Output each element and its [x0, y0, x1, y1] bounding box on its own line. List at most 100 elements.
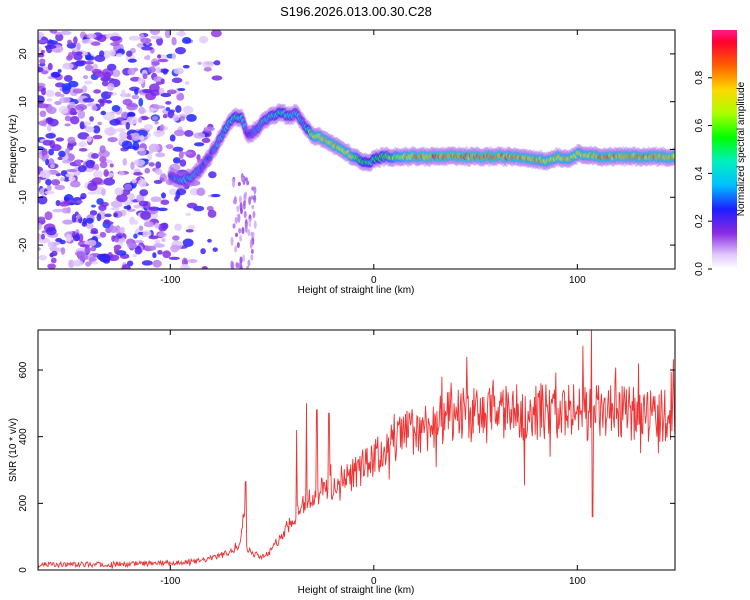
spectrogram-noise-blob: [99, 99, 105, 107]
spectrogram-noise-blob: [73, 36, 78, 45]
spectrogram-noise-blob: [51, 144, 62, 152]
spectrogram-noise-blob: [111, 69, 121, 78]
spectrogram-noise-blob: [235, 262, 239, 269]
spectrogram-ylabel: Frequency (Hz): [8, 115, 19, 184]
spectrogram-noise-blob: [59, 93, 65, 97]
spectrogram-noise-blob: [172, 146, 184, 152]
spectrogram-noise-blob: [91, 177, 103, 185]
spectrogram-noise-blob: [62, 159, 72, 164]
spectrogram-xtick-label: 100: [569, 275, 586, 286]
spectrogram-noise-blob: [47, 241, 54, 248]
spectrogram-noise-blob: [242, 254, 246, 262]
spectrogram-noise-blob: [45, 226, 57, 236]
spectrogram-noise-blob: [144, 167, 151, 174]
spectrogram-noise-blob: [46, 106, 57, 115]
spectrogram-noise-blob: [83, 80, 93, 85]
spectrogram-noise-blob: [252, 210, 256, 219]
spectrogram-noise-blob: [230, 236, 234, 246]
spectrogram-noise-blob: [97, 121, 103, 126]
spectrogram-noise-blob: [84, 246, 91, 254]
spectrogram-noise-blob: [89, 116, 94, 122]
spectrogram-noise-blob: [175, 105, 182, 113]
spectrogram-noise-blob: [193, 142, 205, 147]
spectrogram-noise-blob: [126, 50, 133, 57]
spectrogram-noise-blob: [138, 200, 149, 207]
spectrogram-ytick-label: -20: [18, 237, 29, 252]
colorbar-tick-label: 0.0: [694, 262, 705, 276]
spectrogram-noise-blob: [99, 161, 108, 169]
spectrogram-noise-blob: [51, 179, 61, 186]
spectrogram-noise-blob: [102, 221, 114, 225]
spectrogram-noise-blob: [83, 61, 94, 65]
spectrogram-noise-blob: [124, 183, 133, 191]
spectrogram-ytick-label: 0: [18, 146, 29, 152]
spectrogram-noise-blob: [87, 182, 98, 192]
spectrogram-noise-blob: [173, 129, 185, 137]
spectrogram-noise-blob: [247, 228, 251, 237]
spectrogram-noise-blob: [202, 60, 214, 69]
spectrogram-noise-blob: [187, 258, 198, 264]
spectrogram-noise-blob: [142, 89, 153, 94]
spectrogram-noise-blob: [40, 233, 45, 240]
spectrogram-noise-blob: [210, 193, 221, 198]
spectrogram-noise-blob: [77, 165, 87, 173]
spectrogram-noise-blob: [142, 230, 152, 238]
spectrogram-noise-blob: [50, 71, 60, 78]
spectrogram-noise-blob: [90, 246, 97, 252]
spectrogram-noise-blob: [196, 154, 201, 161]
spectrogram-noise-blob: [44, 211, 53, 221]
spectrogram-noise-blob: [127, 242, 138, 249]
spectrogram-noise-blob: [185, 212, 192, 217]
spectrogram-noise-blob: [162, 68, 168, 75]
spectrogram-noise-blob: [71, 213, 77, 223]
spectrogram-noise-blob: [131, 94, 140, 100]
spectrogram-noise-blob: [38, 255, 47, 261]
spectrogram-noise-blob: [101, 188, 106, 196]
spectrogram-noise-blob: [50, 163, 55, 169]
spectrogram-noise-blob: [154, 222, 160, 229]
spectrogram-noise-blob: [152, 116, 159, 121]
spectrogram-noise-blob: [75, 159, 82, 166]
spectrogram-noise-blob: [38, 47, 42, 52]
spectrogram-noise-blob: [82, 75, 89, 80]
spectrogram-noise-blob: [122, 158, 128, 166]
spectrogram-noise-blob: [157, 54, 162, 59]
spectrogram-noise-blob: [126, 115, 138, 125]
spectrogram-noise-blob: [142, 73, 148, 80]
snr-ylabel: SNR (10 * v/v): [8, 418, 19, 482]
spectrogram-noise-blob: [92, 134, 103, 140]
spectrogram-noise-blob: [141, 260, 153, 266]
spectrogram-noise-blob: [96, 198, 104, 205]
spectrogram-noise-blob: [253, 194, 257, 204]
spectrogram-noise-blob: [103, 112, 115, 121]
spectrogram-noise-blob: [187, 224, 196, 230]
snr-frame: [37, 329, 676, 571]
spectrogram-noise-blob: [133, 159, 146, 167]
spectrogram-noise-blob: [40, 49, 45, 55]
spectrogram-noise-blob: [77, 253, 89, 261]
spectrogram-noise-blob: [253, 220, 257, 229]
spectrogram-noise-blob: [244, 223, 248, 234]
colorbar-axes: 0.0 0.2 0.4 0.6 0.8: [694, 70, 712, 276]
spectrogram-noise-blob: [86, 135, 92, 143]
spectrogram-noise-blob: [103, 177, 116, 186]
spectrogram-noise-blob: [109, 225, 118, 234]
spectrogram-noise-blob: [246, 265, 250, 269]
spectrogram-noise-blob: [153, 243, 165, 248]
spectrogram-xtick-label: -100: [160, 275, 180, 286]
spectrogram-noise-blob: [201, 266, 208, 269]
spectrogram-noise-blob: [212, 247, 218, 252]
spectrogram-noise-blob: [174, 223, 182, 231]
spectrogram-noise-blob: [143, 55, 150, 60]
spectrogram-noise-blob: [132, 219, 139, 225]
spectrogram-noise-blob: [250, 254, 254, 261]
spectrogram-noise-blob: [121, 89, 126, 98]
spectrogram-noise-blob: [62, 62, 74, 70]
spectrogram-noise-blob: [171, 77, 183, 84]
chart-title: S196.2026.013.00.30.C28: [280, 4, 432, 19]
spectrogram-noise-blob: [137, 77, 145, 85]
spectrogram-noise-blob: [95, 72, 100, 77]
spectrogram-noise-blob: [238, 195, 242, 204]
spectrogram-noise-blob: [148, 83, 160, 92]
spectrogram-noise-blob: [49, 30, 58, 34]
